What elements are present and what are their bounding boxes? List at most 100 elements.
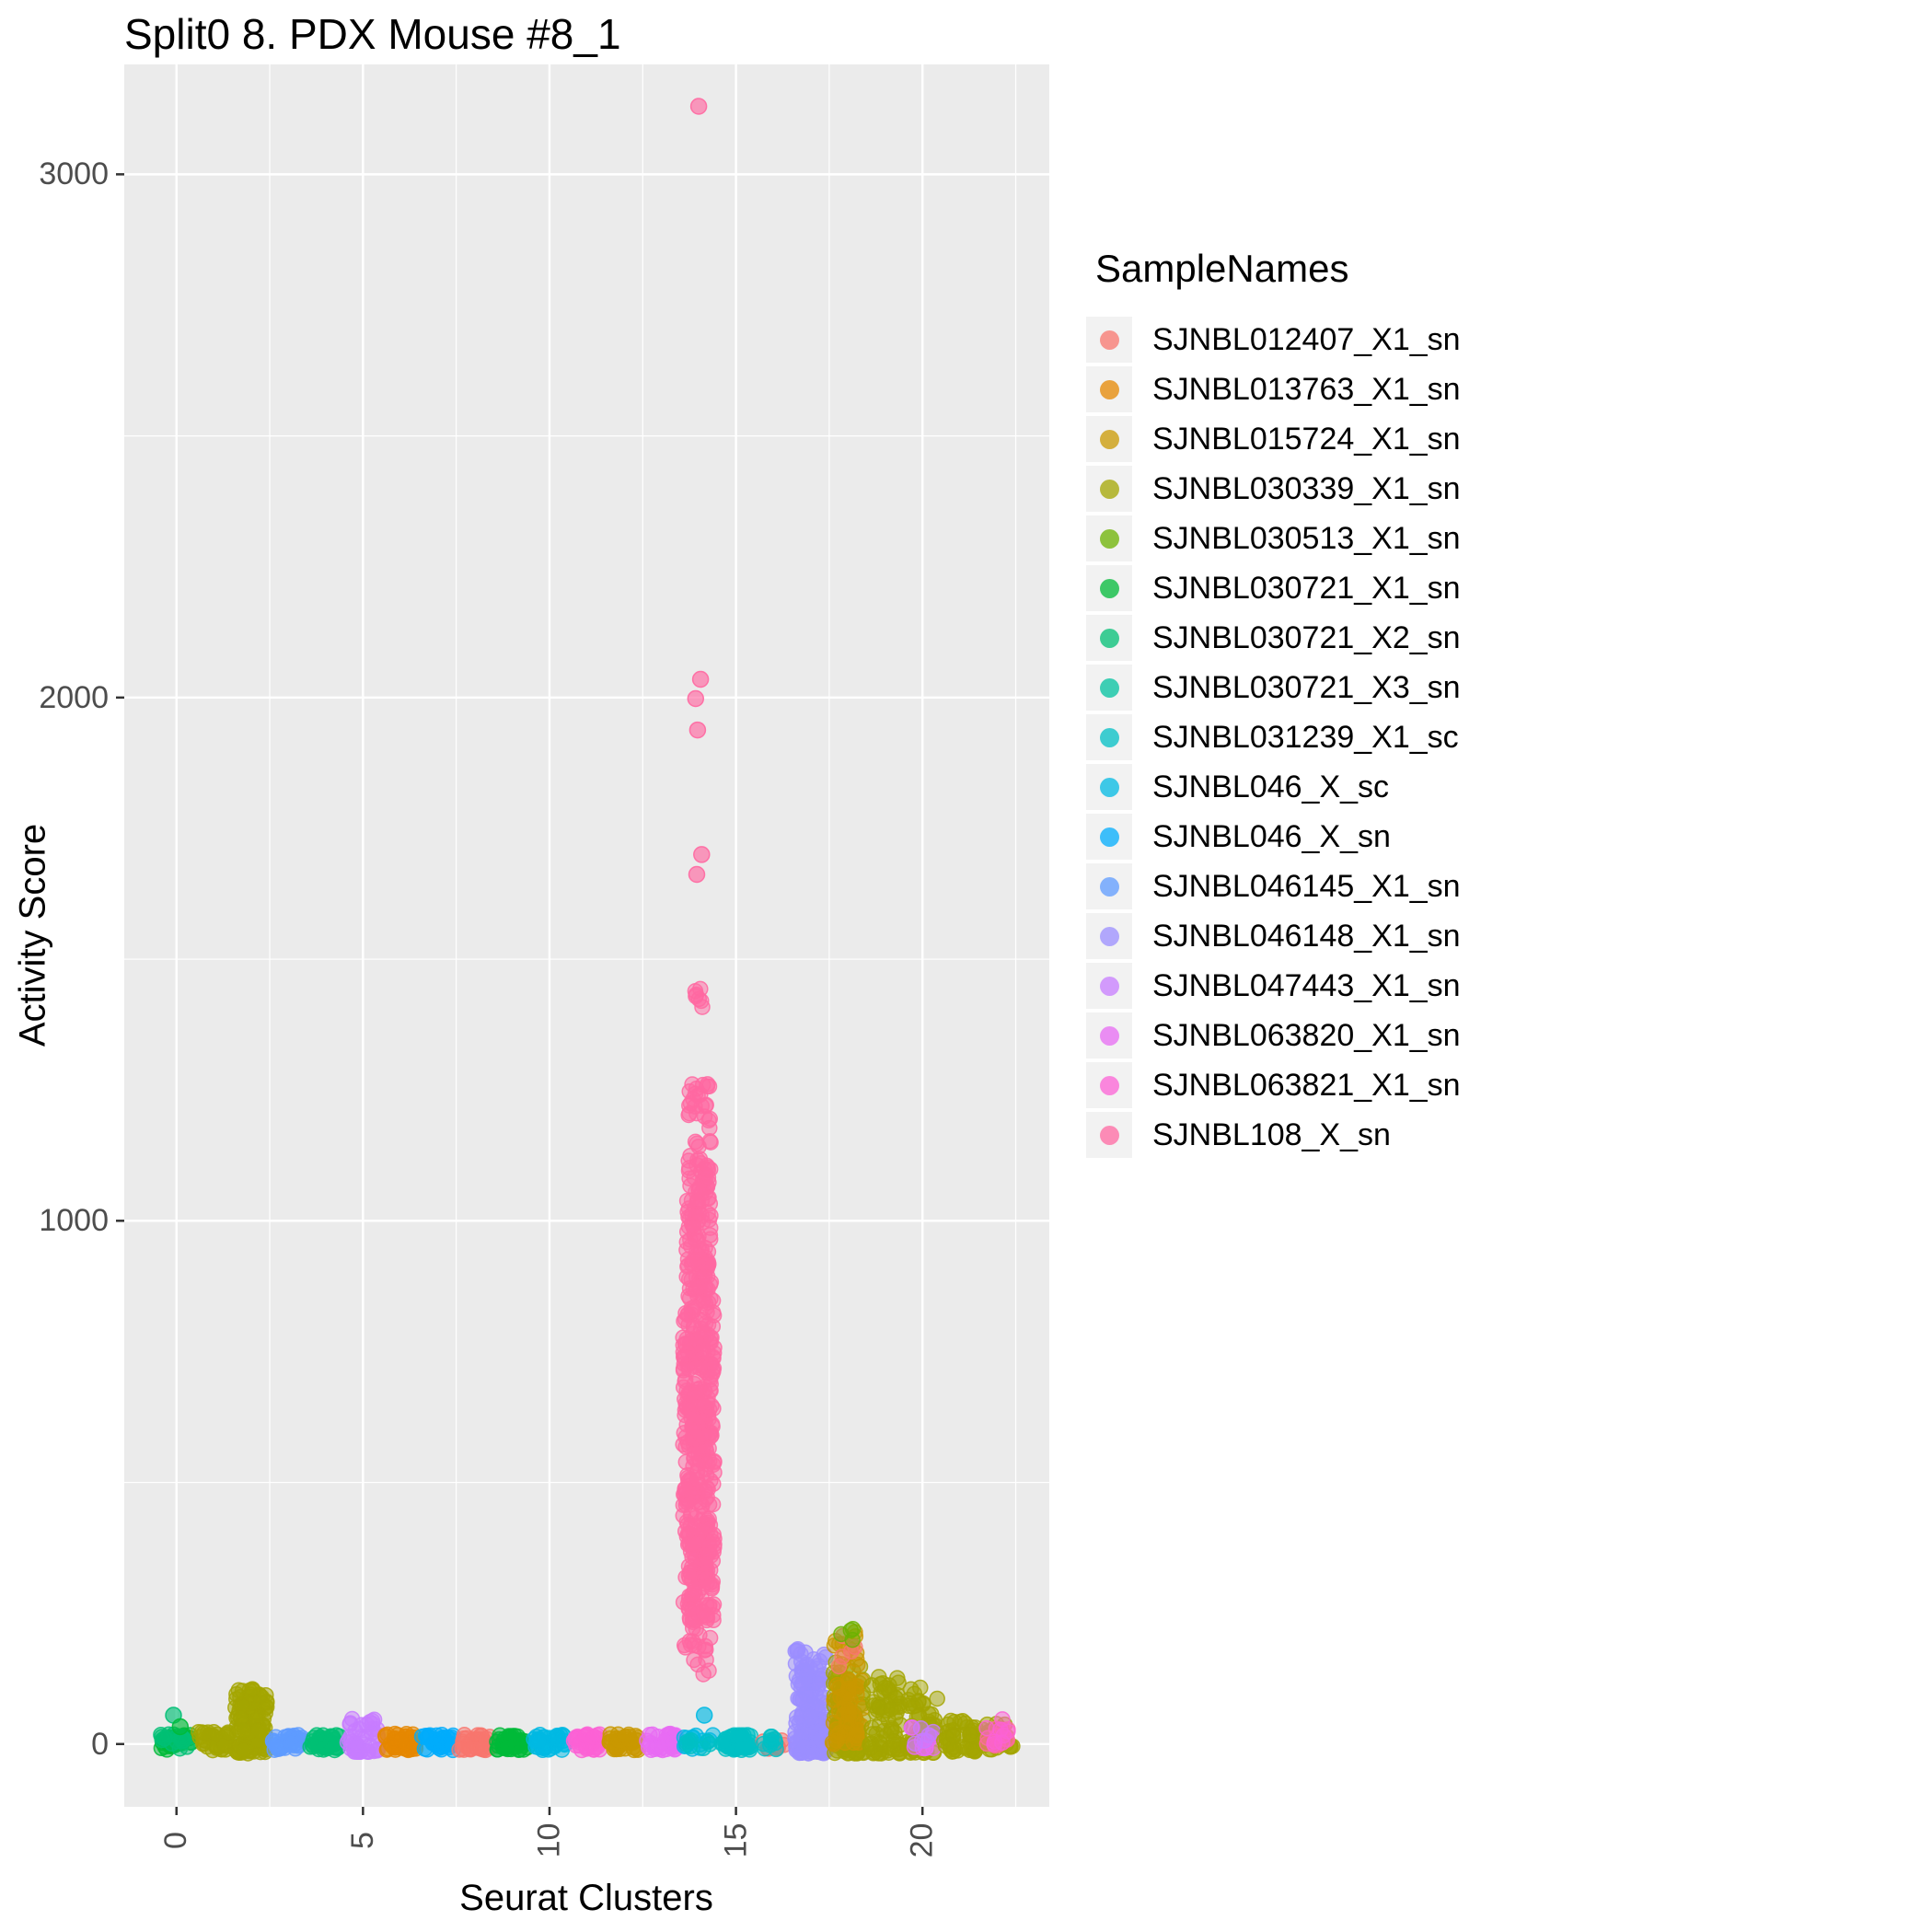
legend-item: SJNBL030721_X3_sn — [1086, 663, 1510, 712]
data-point — [994, 1711, 1011, 1728]
legend-key — [1086, 665, 1132, 711]
data-point — [688, 1206, 705, 1223]
legend-label: SJNBL063820_X1_sn — [1152, 1017, 1461, 1053]
data-point — [704, 1496, 722, 1513]
y-tick-label: 1000 — [39, 1203, 109, 1239]
data-point — [907, 1735, 923, 1752]
data-point — [236, 1742, 253, 1759]
data-point — [677, 1311, 694, 1328]
chart-title: Split0 8. PDX Mouse #8_1 — [124, 10, 621, 58]
data-point — [849, 1656, 866, 1673]
data-point — [699, 1479, 715, 1496]
data-point — [701, 1597, 718, 1614]
legend-label: SJNBL108_X_sn — [1152, 1116, 1391, 1152]
legend-item: SJNBL030721_X2_sn — [1086, 613, 1510, 663]
legend-point-icon — [1099, 578, 1119, 598]
legend-label: SJNBL015724_X1_sn — [1152, 421, 1461, 457]
data-point — [196, 1725, 213, 1741]
legend: SampleNames SJNBL012407_X1_sn SJNBL013763… — [1086, 247, 1510, 1160]
data-point — [694, 1076, 711, 1093]
data-point — [702, 1134, 719, 1151]
legend-key — [1086, 814, 1132, 860]
legend-point-icon — [1099, 677, 1119, 698]
data-point — [883, 1701, 899, 1718]
legend-point-icon — [1099, 1125, 1119, 1145]
data-point — [833, 1625, 850, 1643]
data-point — [677, 1480, 694, 1497]
data-point — [697, 1314, 714, 1332]
legend-key — [1086, 565, 1132, 611]
legend-label: SJNBL030721_X3_sn — [1152, 669, 1461, 705]
legend-key — [1086, 1012, 1132, 1059]
data-point — [434, 1739, 450, 1755]
data-point — [802, 1660, 818, 1677]
data-point-outlier — [688, 865, 706, 884]
legend-item: SJNBL108_X_sn — [1086, 1110, 1510, 1160]
y-tick-label: 2000 — [39, 679, 109, 715]
y-axis-label: Activity Score — [12, 823, 53, 1047]
data-point — [978, 1719, 995, 1737]
x-tick-label: 0 — [158, 1832, 194, 1849]
legend-key — [1086, 714, 1132, 760]
legend-label: SJNBL030513_X1_sn — [1152, 520, 1461, 556]
legend-item: SJNBL013763_X1_sn — [1086, 364, 1510, 414]
data-point — [617, 1729, 634, 1746]
legend-point-icon — [1099, 429, 1119, 449]
legend-label: SJNBL031239_X1_sc — [1152, 719, 1459, 755]
data-point — [677, 1639, 694, 1656]
plot-panel — [124, 64, 1049, 1807]
data-point — [250, 1722, 267, 1739]
data-point — [714, 1735, 732, 1753]
legend-label: SJNBL030721_X2_sn — [1152, 619, 1461, 655]
legend-label: SJNBL012407_X1_sn — [1152, 321, 1461, 357]
y-tick-label: 3000 — [39, 156, 109, 192]
data-point — [702, 1274, 720, 1290]
x-tick-label: 5 — [344, 1832, 380, 1849]
data-point — [359, 1743, 376, 1760]
legend-label: SJNBL013763_X1_sn — [1152, 371, 1461, 407]
legend-items: SJNBL012407_X1_sn SJNBL013763_X1_sn SJNBL0… — [1086, 315, 1510, 1160]
y-tick-label: 0 — [91, 1726, 109, 1762]
legend-item: SJNBL046_X_sc — [1086, 762, 1510, 812]
data-point-outlier — [688, 721, 707, 739]
data-point — [153, 1726, 169, 1743]
data-point — [228, 1685, 245, 1703]
legend-key — [1086, 1062, 1132, 1108]
legend-label: SJNBL046148_X1_sn — [1152, 918, 1461, 954]
legend-point-icon — [1099, 777, 1119, 797]
legend-item: SJNBL046145_X1_sn — [1086, 862, 1510, 911]
data-point — [693, 1395, 710, 1413]
legend-key — [1086, 515, 1132, 561]
legend-point-icon — [1099, 1075, 1119, 1095]
data-point — [929, 1690, 945, 1707]
data-point — [698, 1556, 714, 1572]
x-tick-label: 10 — [531, 1822, 567, 1858]
data-point — [695, 1341, 711, 1359]
x-tick-label: 20 — [904, 1822, 940, 1858]
data-point — [282, 1737, 299, 1753]
data-point-outlier — [695, 1706, 713, 1724]
legend-label: SJNBL047443_X1_sn — [1152, 967, 1461, 1003]
legend-key — [1086, 913, 1132, 959]
data-point — [693, 992, 710, 1010]
data-point — [696, 1256, 712, 1273]
data-point — [695, 1666, 711, 1683]
data-point — [847, 1677, 863, 1694]
legend-key — [1086, 366, 1132, 412]
legend-point-icon — [1099, 727, 1119, 747]
data-point — [793, 1676, 811, 1693]
legend-title: SampleNames — [1095, 247, 1349, 290]
data-point — [789, 1642, 805, 1660]
data-point — [461, 1741, 478, 1757]
data-point — [236, 1722, 253, 1739]
legend-key — [1086, 466, 1132, 512]
data-point — [872, 1716, 888, 1732]
legend-label: SJNBL046_X_sn — [1152, 818, 1391, 854]
data-point — [686, 1299, 703, 1315]
data-point — [686, 1493, 703, 1510]
data-point — [945, 1729, 962, 1745]
data-point — [824, 1734, 841, 1751]
legend-item: SJNBL046148_X1_sn — [1086, 911, 1510, 961]
data-point — [472, 1727, 490, 1743]
data-point — [801, 1687, 818, 1705]
